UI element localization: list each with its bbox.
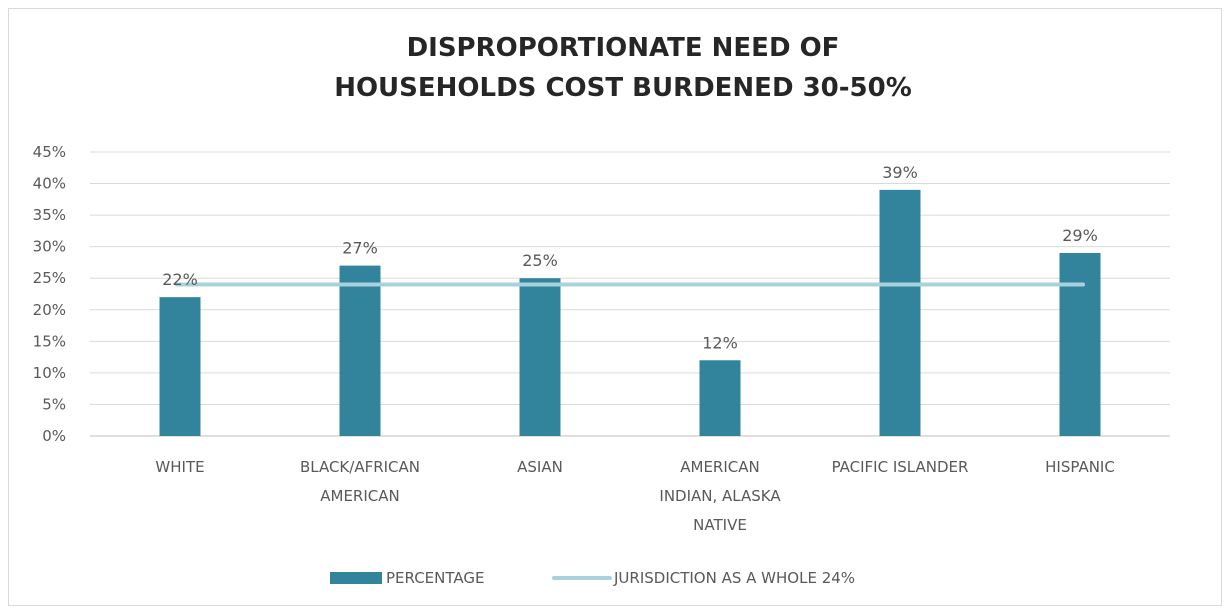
bar: [879, 189, 921, 436]
legend: PERCENTAGE JURISDICTION AS A WHOLE 24%: [330, 569, 855, 587]
y-tick-label: 15%: [33, 332, 66, 350]
y-tick-label: 25%: [33, 269, 66, 287]
y-tick-label: 35%: [33, 206, 66, 224]
chart-frame: [8, 8, 1222, 606]
data-label: 25%: [522, 251, 558, 270]
data-label: 39%: [882, 163, 918, 182]
chart-title: DISPROPORTIONATE NEED OF HOUSEHOLDS COST…: [0, 28, 1230, 108]
x-category-label: BLACK/AFRICAN AMERICAN: [300, 458, 420, 505]
x-category-label: AMERICAN INDIAN, ALASKA NATIVE: [659, 458, 781, 534]
x-category-label: WHITE: [155, 458, 204, 476]
chart-title-line-2: HOUSEHOLDS COST BURDENED 30-50%: [334, 73, 912, 103]
x-category-label: HISPANIC: [1045, 458, 1115, 476]
x-axis-category-labels: WHITE BLACK/AFRICAN AMERICAN ASIAN AMERICAN I…: [155, 458, 1114, 534]
bars: [159, 189, 1101, 436]
y-axis-tick-labels: 0% 5% 10% 15% 20% 25% 30% 35% 40% 45%: [33, 143, 66, 445]
bar: [699, 360, 741, 436]
y-tick-label: 0%: [42, 427, 66, 445]
data-label: 27%: [342, 239, 378, 258]
data-labels: 22% 27% 25% 12% 39% 29%: [162, 163, 1098, 352]
bar: [159, 297, 201, 436]
data-label: 22%: [162, 270, 198, 289]
data-label: 12%: [702, 333, 738, 352]
gridlines: [90, 151, 1170, 437]
bar: [519, 278, 561, 436]
legend-label-jurisdiction: JURISDICTION AS A WHOLE 24%: [613, 569, 855, 587]
legend-swatch-bar: [330, 572, 382, 584]
data-label: 29%: [1062, 226, 1098, 245]
y-tick-label: 10%: [33, 364, 66, 382]
chart-title-line-1: DISPROPORTIONATE NEED OF: [406, 33, 840, 63]
y-tick-label: 45%: [33, 143, 66, 161]
y-tick-label: 40%: [33, 175, 66, 193]
legend-label-percentage: PERCENTAGE: [386, 569, 484, 587]
y-tick-label: 30%: [33, 238, 66, 256]
x-category-label: PACIFIC ISLANDER: [832, 458, 969, 476]
y-tick-label: 20%: [33, 301, 66, 319]
bar: [339, 265, 381, 436]
bar: [1059, 252, 1101, 436]
x-category-label: ASIAN: [517, 458, 563, 476]
y-tick-label: 5%: [42, 395, 66, 413]
